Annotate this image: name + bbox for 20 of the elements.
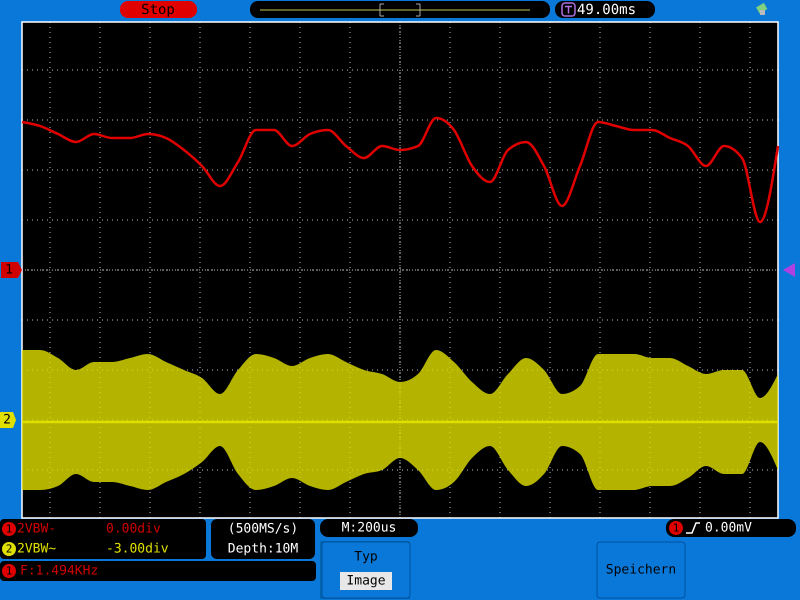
text: 1	[6, 522, 12, 536]
text: 2	[3, 412, 11, 428]
text: Image	[346, 574, 386, 588]
text: 2VBW-	[17, 522, 56, 536]
text: Speichern	[606, 562, 676, 578]
text: 0.00div	[106, 522, 161, 536]
text: 2VBW~	[17, 542, 56, 556]
text: 1	[5, 262, 13, 278]
text: M:200us	[342, 520, 396, 536]
text: 2	[6, 542, 12, 556]
text: -3.00div	[106, 542, 169, 556]
text: Typ	[354, 550, 378, 564]
text: Stop	[141, 2, 175, 18]
text: 0.00mV	[705, 520, 752, 536]
text: 1	[672, 522, 680, 534]
text: 1	[6, 564, 12, 578]
text: Depth:10M	[228, 542, 298, 556]
text: 49.00ms	[577, 2, 636, 18]
text: (500MS/s)	[228, 522, 298, 536]
text: F:1.494KHz	[20, 564, 98, 578]
